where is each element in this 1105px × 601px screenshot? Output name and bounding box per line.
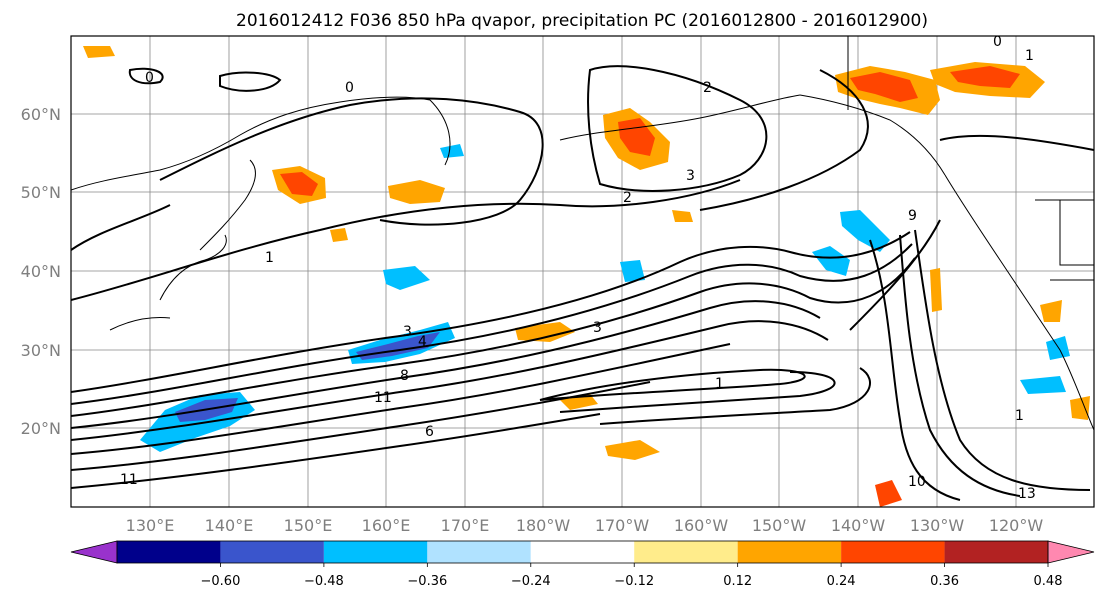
contour-label: 3 <box>403 324 412 340</box>
map-panel: 0 0 1 2 3 2 3 3 4 1 0 1 1 11 10 13 11 8 … <box>70 34 1095 508</box>
colorbar-tick-label: 0.48 <box>1034 574 1063 589</box>
contour-label: 0 <box>993 34 1002 50</box>
colorbar-tick-label: −0.60 <box>201 574 241 589</box>
longitude-tick-label: 170°E <box>441 516 490 535</box>
colorbar-tick-label: 0.24 <box>827 574 856 589</box>
latitude-tick-label: 60°N <box>21 105 61 124</box>
longitude-tick-label: 140°W <box>831 516 886 535</box>
colorbar-tick-label: −0.12 <box>614 574 654 589</box>
latitude-tick-label: 30°N <box>21 341 61 360</box>
longitude-tick-label: 170°W <box>595 516 650 535</box>
contour-label: 1 <box>1025 48 1034 64</box>
colorbar-bin <box>323 541 428 563</box>
contour-label: 11 <box>120 472 138 488</box>
colorbar-tick-label: −0.24 <box>511 574 551 589</box>
colorbar-tick-label: −0.48 <box>304 574 344 589</box>
map-background <box>71 36 1094 507</box>
longitude-tick-label: 140°E <box>205 516 254 535</box>
colorbar-labels: −0.60 −0.48 −0.36 −0.24 −0.12 0.12 0.24 0.36 0.4… <box>201 563 1063 589</box>
colorbar-bin <box>944 541 1048 563</box>
latitude-labels: 60°N 50°N 40°N 30°N 20°N <box>21 105 61 438</box>
contour-label: 6 <box>425 424 434 440</box>
longitude-tick-label: 180°W <box>516 516 571 535</box>
coastlines <box>71 36 1094 431</box>
latitude-tick-label: 50°N <box>21 183 61 202</box>
contour-label: 4 <box>418 334 427 350</box>
chart-title: 2016012412 F036 850 hPa qvapor, precipit… <box>236 11 928 31</box>
longitude-tick-label: 160°E <box>362 516 411 535</box>
colorbar-extend-low <box>70 540 118 564</box>
colorbar-extend-high <box>1047 540 1095 564</box>
contour-label: 0 <box>345 80 354 96</box>
contour-label: 10 <box>908 474 926 490</box>
longitude-tick-label: 130°W <box>910 516 965 535</box>
latitude-tick-label: 20°N <box>21 419 61 438</box>
longitude-tick-label: 120°W <box>989 516 1044 535</box>
colorbar-bin <box>530 541 635 563</box>
longitude-labels: 130°E 140°E 150°E 160°E 170°E 180°W 170°W 160°W… <box>126 516 1044 535</box>
contour-label: 3 <box>686 168 695 184</box>
contour-label: 0 <box>145 70 154 86</box>
colorbar-bin <box>737 541 842 563</box>
contour-label: 2 <box>623 190 632 206</box>
longitude-tick-label: 150°E <box>284 516 333 535</box>
colorbar-bin <box>117 541 221 563</box>
colorbar-tick-label: 0.12 <box>723 574 752 589</box>
latitude-tick-label: 40°N <box>21 262 61 281</box>
contour-label: 8 <box>400 368 409 384</box>
colorbar-tick-label: −0.36 <box>407 574 447 589</box>
contour-label: 1 <box>1015 408 1024 424</box>
contour-label: 13 <box>1018 486 1036 502</box>
longitude-tick-label: 150°W <box>752 516 807 535</box>
colorbar-bin <box>841 541 945 563</box>
colorbar-tick-label: 0.36 <box>930 574 959 589</box>
colorbar-frame <box>116 540 1049 564</box>
contour-label: 1 <box>715 376 724 392</box>
positive-anomaly-patches <box>83 46 1090 507</box>
contour-label: 9 <box>908 208 917 224</box>
contour-label: 1 <box>265 250 274 266</box>
colorbar <box>70 540 1095 564</box>
contour-label: 3 <box>593 320 602 336</box>
colorbar-bin <box>634 541 738 563</box>
colorbar-bin <box>427 541 531 563</box>
contour-lines <box>71 65 1094 501</box>
contour-label-group: 0 0 1 2 3 2 3 3 4 1 0 1 1 11 10 13 11 8 … <box>120 34 1036 502</box>
longitude-tick-label: 160°W <box>674 516 729 535</box>
contour-label: 2 <box>703 80 712 96</box>
map-frame <box>70 35 1095 508</box>
longitude-tick-label: 130°E <box>126 516 175 535</box>
colorbar-bin <box>220 541 324 563</box>
contour-label: 11 <box>374 390 392 406</box>
